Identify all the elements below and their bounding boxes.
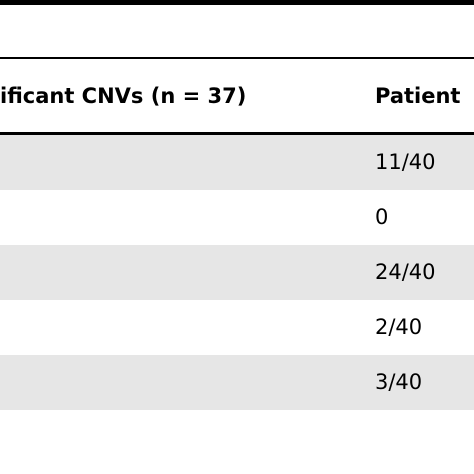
table-cell: 11/40 (375, 150, 436, 174)
row-shading (0, 355, 474, 410)
header-top-rule (0, 57, 474, 59)
top-rule (0, 0, 474, 5)
column-header: Patient (375, 84, 461, 108)
table-cell: 24/40 (375, 260, 436, 284)
table-cell: 0 (375, 205, 389, 229)
row-shading (0, 135, 474, 190)
header-bottom-rule (0, 132, 474, 135)
column-header: ificant CNVs (n = 37) (0, 84, 247, 108)
table-cell: 2/40 (375, 315, 423, 339)
row-shading (0, 245, 474, 300)
table-cell: 3/40 (375, 370, 423, 394)
